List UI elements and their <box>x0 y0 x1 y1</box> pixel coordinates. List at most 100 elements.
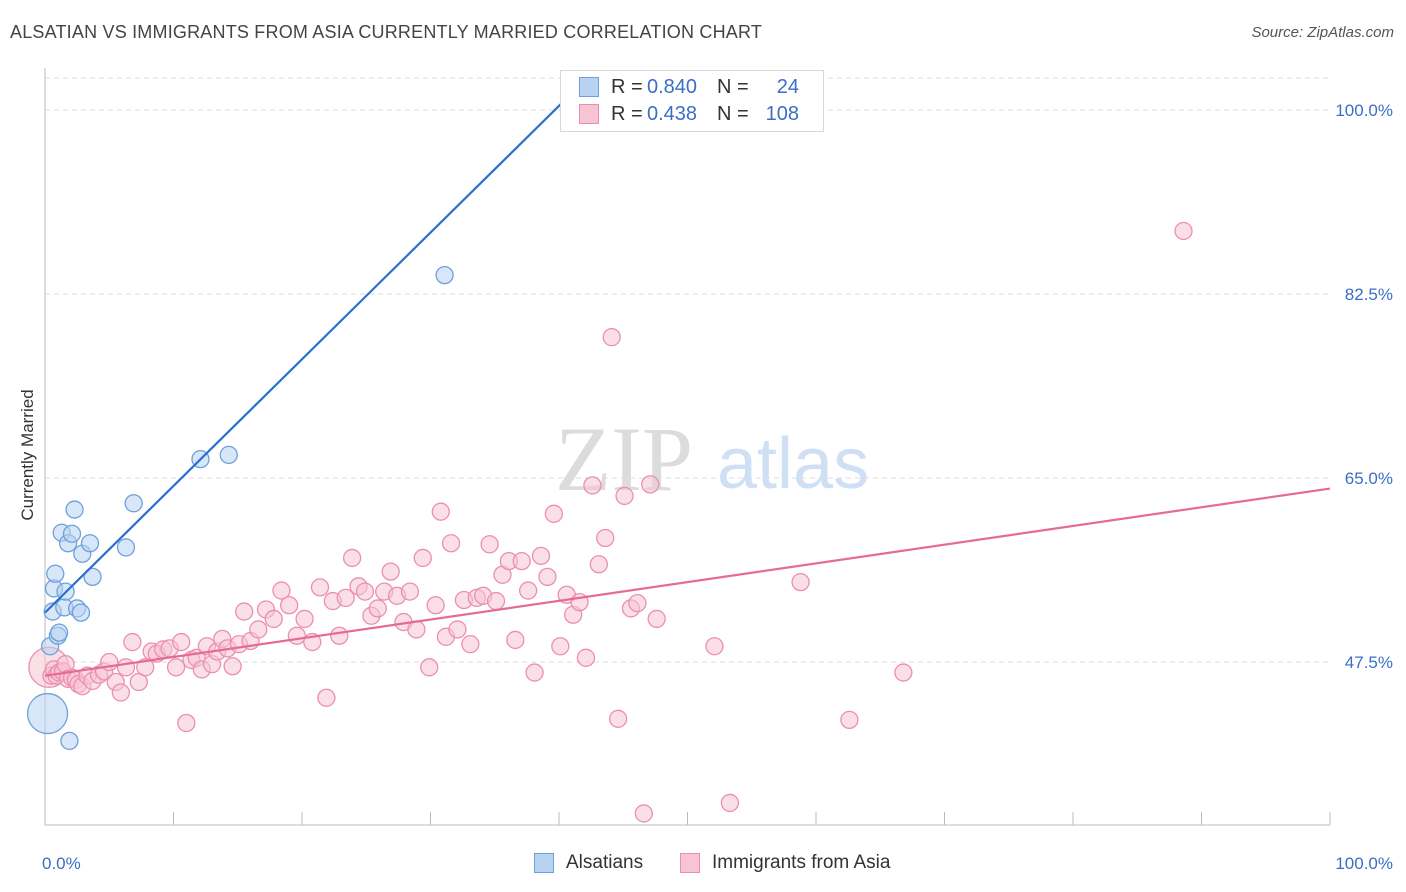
pink-point <box>249 620 268 639</box>
blue-point <box>116 538 136 557</box>
pink-point <box>123 632 142 652</box>
pink-point <box>791 572 810 592</box>
pink-point <box>628 594 647 613</box>
pink-point <box>381 562 400 581</box>
x-tick-label: 0.0% <box>42 854 81 873</box>
trend-line-asia <box>44 487 1331 677</box>
pink-point <box>111 683 130 702</box>
legend-n-label: N = <box>717 102 749 125</box>
pink-point <box>136 658 155 677</box>
legend-item-alsatians[interactable]: Alsatians <box>534 852 643 874</box>
pink-point <box>576 648 596 667</box>
pink-point <box>583 476 602 495</box>
trend-lines <box>44 98 1331 677</box>
blue-point <box>219 445 238 465</box>
y-tick-label: 82.5% <box>1345 285 1393 304</box>
pink-point <box>279 596 299 615</box>
pink-point <box>705 637 724 656</box>
pink-point <box>506 630 525 650</box>
pink-point <box>602 328 621 347</box>
watermark-atlas: atlas <box>717 424 869 504</box>
pink-point <box>295 609 314 629</box>
pink-point <box>461 635 480 654</box>
pink-point <box>486 591 506 611</box>
legend-r-label: R = <box>611 75 643 98</box>
blue-point <box>60 731 79 751</box>
pink-point <box>336 588 355 608</box>
trend-line-alsatians <box>44 98 567 614</box>
legend-swatch-blue <box>534 853 554 873</box>
pink-point <box>420 658 439 677</box>
pink-point <box>589 555 608 574</box>
legend-row-alsatians: R = 0.840 N = 24 <box>579 75 799 99</box>
pink-point <box>235 602 254 621</box>
pink-point <box>894 663 913 682</box>
pink-point <box>342 548 362 568</box>
pink-point <box>426 596 445 615</box>
legend-swatch-pink <box>680 853 700 873</box>
legend-n-value: 24 <box>776 75 799 98</box>
pink-point <box>368 599 387 618</box>
x-tick-label: 100.0% <box>1335 854 1393 873</box>
pink-point <box>720 793 740 813</box>
pink-point <box>330 626 349 645</box>
pink-point <box>431 502 450 521</box>
blue-point <box>49 623 69 642</box>
pink-point <box>116 658 136 677</box>
pink-point <box>441 534 461 553</box>
legend-r-value: 0.438 <box>647 102 698 125</box>
pink-point <box>317 688 336 707</box>
pink-point <box>400 582 420 601</box>
pink-point <box>480 535 499 554</box>
blue-point <box>435 265 454 285</box>
pink-point <box>166 658 186 677</box>
legend-r-value: 0.840 <box>647 75 698 98</box>
pink-point <box>519 581 538 600</box>
blue-point <box>65 500 84 519</box>
pink-point <box>634 804 653 823</box>
pink-point <box>538 567 557 587</box>
pink-point <box>531 546 551 565</box>
pink-point <box>413 548 432 568</box>
pink-point <box>177 713 196 733</box>
y-tick-label: 100.0% <box>1335 101 1393 120</box>
blue-point <box>80 534 100 553</box>
pink-point <box>512 551 531 571</box>
pink-point <box>355 582 375 601</box>
blue-point <box>46 564 65 583</box>
pink-point <box>310 578 330 597</box>
blue-point <box>83 567 102 587</box>
tick-labels: 47.5% 65.0% 82.5% 100.0% 0.0% 100.0% <box>42 101 1393 873</box>
legend-row-asia: R = 0.438 N = 108 <box>579 102 799 126</box>
pink-series-points <box>28 221 1193 823</box>
pink-point <box>615 486 634 506</box>
legend-swatch-pink <box>579 104 599 124</box>
legend-label-alsatians: Alsatians <box>566 852 644 873</box>
legend-item-asia[interactable]: Immigrants from Asia <box>680 852 890 874</box>
gridlines <box>45 77 1330 663</box>
pink-point <box>840 710 859 730</box>
legend-swatch-blue <box>579 77 599 97</box>
pink-point <box>641 475 660 494</box>
pink-point <box>264 609 283 629</box>
pink-point <box>525 663 544 682</box>
chart-source: Source: ZipAtlas.com <box>1251 24 1394 41</box>
pink-point <box>172 632 191 652</box>
y-axis-label: Currently Married <box>18 389 37 521</box>
blue-point <box>124 494 143 513</box>
pink-point <box>596 528 615 548</box>
legend-label-asia: Immigrants from Asia <box>712 852 891 873</box>
y-tick-label: 47.5% <box>1345 653 1393 672</box>
legend-r-label: R = <box>611 102 643 125</box>
pink-point <box>223 657 242 676</box>
pink-point <box>647 609 666 629</box>
pink-point <box>608 709 628 728</box>
pink-point <box>551 637 570 656</box>
chart-title: ALSATIAN VS IMMIGRANTS FROM ASIA CURRENT… <box>10 22 763 42</box>
watermark: ZIP atlas <box>555 408 869 510</box>
pink-point <box>287 626 307 645</box>
pink-point <box>544 504 564 523</box>
blue-point <box>26 692 69 735</box>
blue-point <box>62 524 82 543</box>
pink-point <box>1174 221 1193 241</box>
